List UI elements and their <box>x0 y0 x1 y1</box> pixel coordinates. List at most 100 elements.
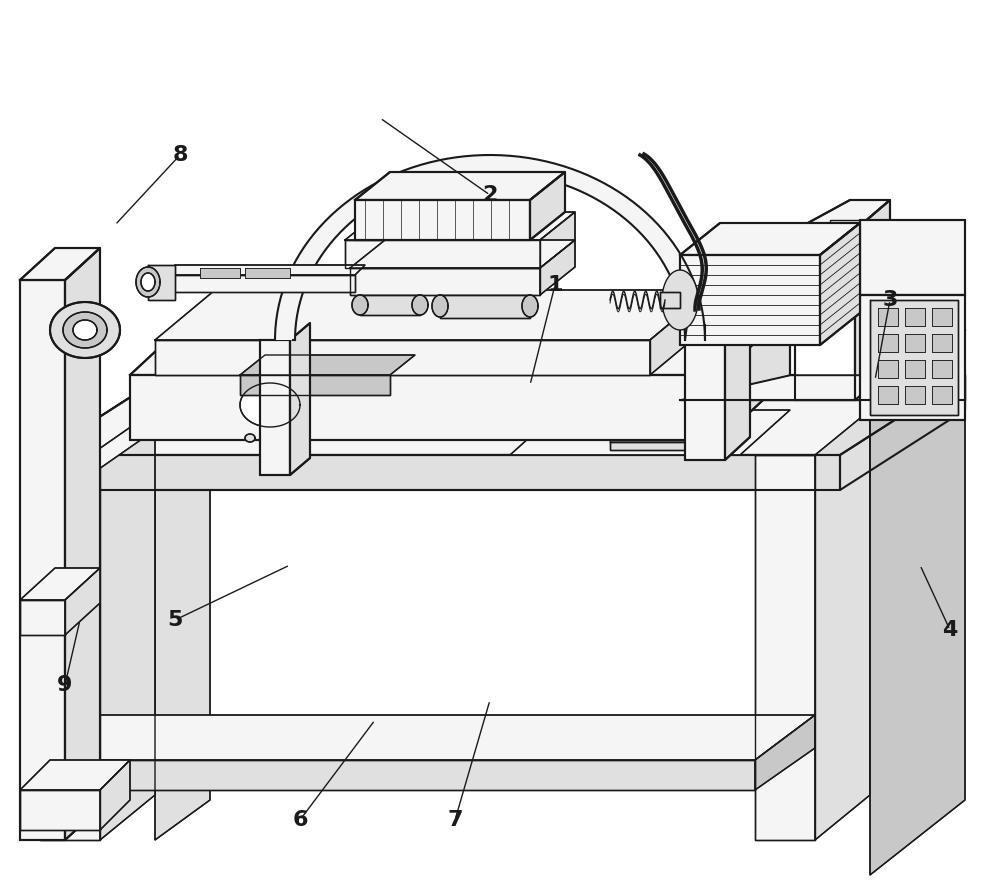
Polygon shape <box>155 290 710 340</box>
Polygon shape <box>870 330 965 875</box>
Polygon shape <box>100 410 155 840</box>
Polygon shape <box>40 715 815 760</box>
Polygon shape <box>136 267 160 297</box>
Polygon shape <box>680 375 965 400</box>
Polygon shape <box>680 255 820 345</box>
Polygon shape <box>100 760 130 830</box>
Polygon shape <box>522 295 538 317</box>
Polygon shape <box>860 295 965 420</box>
Polygon shape <box>40 455 100 840</box>
Polygon shape <box>540 212 575 268</box>
Polygon shape <box>73 320 97 340</box>
Polygon shape <box>905 334 925 352</box>
Polygon shape <box>815 410 870 840</box>
Polygon shape <box>905 308 925 326</box>
Polygon shape <box>352 295 368 315</box>
Polygon shape <box>20 248 100 280</box>
Polygon shape <box>530 172 565 240</box>
Polygon shape <box>650 290 710 375</box>
Text: 8: 8 <box>172 145 188 165</box>
Polygon shape <box>800 265 870 295</box>
Polygon shape <box>141 273 155 291</box>
Polygon shape <box>240 375 390 395</box>
Polygon shape <box>662 270 698 330</box>
Polygon shape <box>350 268 540 295</box>
Polygon shape <box>870 300 958 415</box>
Polygon shape <box>932 360 952 378</box>
Polygon shape <box>878 334 898 352</box>
Polygon shape <box>660 292 680 308</box>
Polygon shape <box>240 383 300 427</box>
Polygon shape <box>20 790 100 830</box>
Polygon shape <box>40 375 965 455</box>
Polygon shape <box>355 172 565 200</box>
Polygon shape <box>260 340 290 475</box>
Polygon shape <box>905 360 925 378</box>
Polygon shape <box>685 302 750 325</box>
Polygon shape <box>795 200 890 230</box>
Polygon shape <box>905 386 925 404</box>
Text: 9: 9 <box>57 675 73 695</box>
Polygon shape <box>540 240 575 295</box>
Polygon shape <box>360 295 420 315</box>
Polygon shape <box>65 568 100 635</box>
Text: 7: 7 <box>447 810 463 830</box>
Polygon shape <box>20 600 65 635</box>
Polygon shape <box>720 310 790 440</box>
Polygon shape <box>165 275 355 292</box>
Text: 3: 3 <box>882 290 898 310</box>
Polygon shape <box>878 360 898 378</box>
Polygon shape <box>50 302 120 358</box>
Polygon shape <box>245 434 255 442</box>
Polygon shape <box>40 410 155 510</box>
Polygon shape <box>130 310 790 375</box>
Polygon shape <box>680 223 860 255</box>
Polygon shape <box>63 312 107 348</box>
Polygon shape <box>865 220 870 295</box>
Polygon shape <box>830 220 870 300</box>
Polygon shape <box>932 334 952 352</box>
Text: 1: 1 <box>547 275 563 295</box>
Polygon shape <box>240 355 415 375</box>
Polygon shape <box>412 295 428 315</box>
Polygon shape <box>350 240 575 268</box>
Text: 6: 6 <box>292 810 308 830</box>
Polygon shape <box>345 240 540 268</box>
Polygon shape <box>355 200 530 240</box>
Polygon shape <box>855 200 890 400</box>
Polygon shape <box>840 375 965 490</box>
Polygon shape <box>610 442 690 450</box>
Polygon shape <box>130 375 720 440</box>
Polygon shape <box>20 568 100 600</box>
Polygon shape <box>65 315 105 345</box>
Polygon shape <box>820 223 860 345</box>
Polygon shape <box>755 715 815 790</box>
Text: 4: 4 <box>942 620 958 640</box>
Polygon shape <box>148 265 175 300</box>
Polygon shape <box>245 268 290 278</box>
Text: 2: 2 <box>482 185 498 205</box>
Polygon shape <box>878 386 898 404</box>
Polygon shape <box>155 330 210 840</box>
Polygon shape <box>755 455 815 840</box>
Polygon shape <box>345 212 575 240</box>
Polygon shape <box>510 410 790 455</box>
Polygon shape <box>20 760 130 790</box>
Polygon shape <box>165 265 365 275</box>
Polygon shape <box>40 375 165 455</box>
Polygon shape <box>440 295 530 318</box>
Polygon shape <box>20 280 65 840</box>
Polygon shape <box>878 308 898 326</box>
Polygon shape <box>685 325 725 460</box>
Polygon shape <box>432 295 448 317</box>
Polygon shape <box>290 323 310 475</box>
Polygon shape <box>200 268 240 278</box>
Polygon shape <box>860 220 965 295</box>
Polygon shape <box>932 386 952 404</box>
Polygon shape <box>275 155 705 340</box>
Polygon shape <box>65 248 100 840</box>
Polygon shape <box>725 302 750 460</box>
Polygon shape <box>155 340 650 375</box>
Polygon shape <box>40 455 840 490</box>
Polygon shape <box>610 438 693 442</box>
